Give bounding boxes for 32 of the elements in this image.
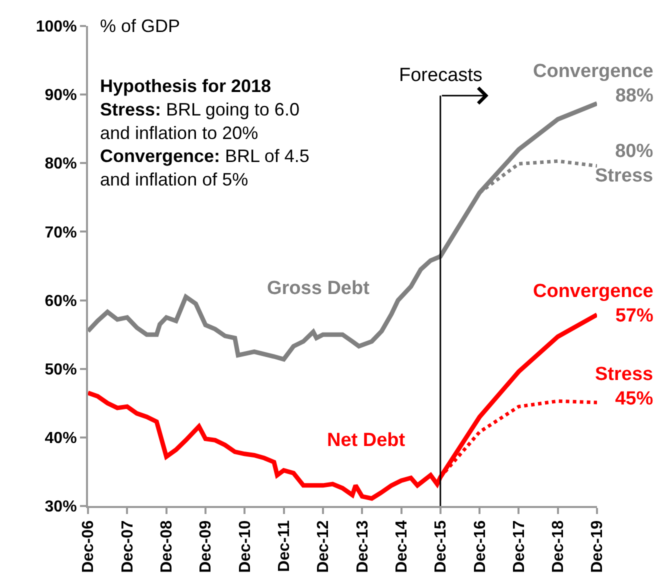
y-tick-label: 40% bbox=[44, 430, 77, 448]
y-axis-title: % of GDP bbox=[100, 16, 180, 36]
y-tick-label: 60% bbox=[44, 292, 77, 310]
y-tick-label: 100% bbox=[36, 18, 77, 36]
y-tick-label: 50% bbox=[44, 361, 77, 378]
annotation: 80% Stress bbox=[595, 141, 654, 187]
x-tick-label: Dec-10 bbox=[236, 520, 254, 573]
y-tick-label: 80% bbox=[44, 156, 77, 173]
y-tick-label: 70% bbox=[44, 224, 77, 242]
x-tick-label: Dec-12 bbox=[315, 520, 332, 573]
x-tick-label: Dec-19 bbox=[589, 520, 606, 573]
ref-line-label: Forecasts bbox=[399, 65, 482, 86]
x-tick-label: Dec-18 bbox=[550, 520, 568, 573]
x-tick-label: Dec-15 bbox=[432, 520, 450, 573]
x-tick-label: Dec-13 bbox=[354, 520, 372, 573]
x-tick-label: Dec-06 bbox=[80, 520, 98, 573]
annotation: Convergence 57% bbox=[533, 281, 654, 327]
annotation: Gross Debt bbox=[267, 278, 370, 299]
y-tick-label: 30% bbox=[44, 498, 77, 516]
y-tick-label: 90% bbox=[44, 87, 77, 104]
x-tick-label: Dec-16 bbox=[472, 520, 489, 573]
x-tick-label: Dec-09 bbox=[198, 520, 215, 573]
annotation: Hypothesis for 2018 Stress: BRL going to 6.0 and inflation to 20% Convergence: BRL of 4.5 and inflation of 5% bbox=[100, 76, 310, 190]
annotation: Stress 45% bbox=[595, 364, 654, 410]
x-tick-label: Dec-07 bbox=[119, 520, 136, 573]
line-series bbox=[88, 312, 597, 501]
x-tick-label: Dec-11 bbox=[276, 520, 293, 572]
x-tick-label: Dec-08 bbox=[158, 520, 176, 573]
annotation: Convergence 88% bbox=[533, 61, 654, 107]
x-tick-label: Dec-17 bbox=[510, 520, 528, 573]
x-tick-label: Dec-14 bbox=[393, 520, 410, 573]
annotation: Net Debt bbox=[327, 430, 406, 451]
